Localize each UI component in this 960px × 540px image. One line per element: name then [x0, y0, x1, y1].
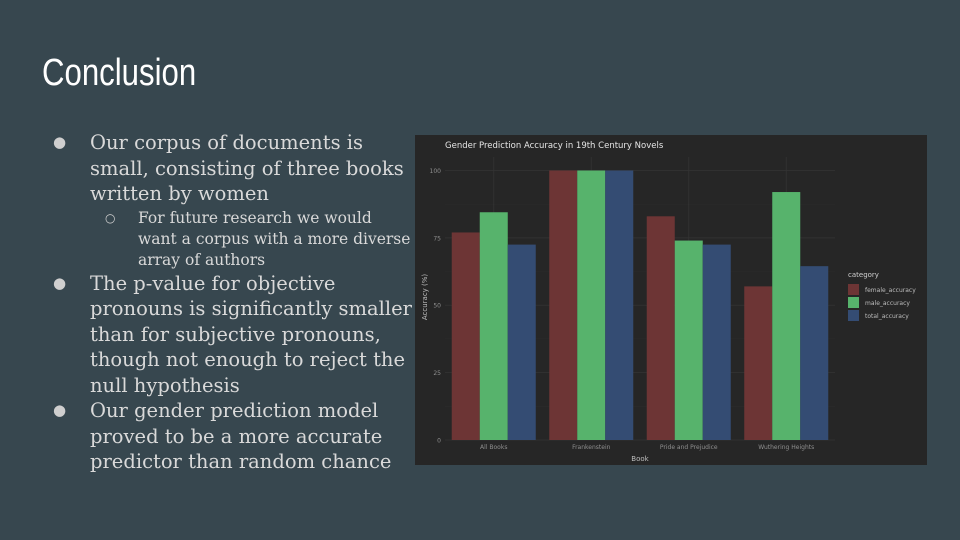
y-tick-label: 100 — [430, 168, 442, 175]
legend-label-total_accuracy: total_accuracy — [865, 313, 909, 320]
x-tick-label: All Books — [480, 444, 507, 451]
bullet-dot-icon: ● — [53, 273, 67, 292]
bullet-p-value: ● The p-value for objective pronouns is … — [50, 271, 415, 399]
sub-bullet-circle-icon: ○ — [105, 210, 116, 225]
legend-swatch-male_accuracy — [848, 297, 859, 308]
y-tick-label: 50 — [433, 303, 441, 310]
sub-bullet-text: For future research we would want a corp… — [138, 208, 411, 269]
legend-label-female_accuracy: female_accuracy — [865, 287, 916, 294]
bar-total_accuracy-2 — [702, 244, 731, 440]
x-tick-label: Wuthering Heights — [758, 444, 814, 451]
bullet-text: Our corpus of documents is small, consis… — [90, 131, 404, 205]
bar-total_accuracy-3 — [800, 266, 829, 440]
slide-title: Conclusion — [42, 52, 197, 94]
bar-female_accuracy-2 — [646, 216, 675, 440]
y-tick-label: 0 — [437, 438, 441, 445]
bar-female_accuracy-3 — [744, 286, 773, 440]
bar-male_accuracy-2 — [674, 240, 703, 440]
bar-total_accuracy-0 — [507, 244, 536, 440]
accuracy-bar-chart: Gender Prediction Accuracy in 19th Centu… — [421, 141, 916, 463]
legend-label-male_accuracy: male_accuracy — [865, 300, 910, 307]
bullet-corpus: ● Our corpus of documents is small, cons… — [50, 130, 415, 207]
bullet-model: ● Our gender prediction model proved to … — [50, 398, 415, 475]
bullet-list: ● Our corpus of documents is small, cons… — [50, 130, 415, 475]
chart-title: Gender Prediction Accuracy in 19th Centu… — [445, 141, 664, 151]
bullet-dot-icon: ● — [53, 133, 67, 151]
legend-swatch-female_accuracy — [848, 284, 859, 295]
bullet-dot-icon: ● — [53, 401, 67, 419]
y-tick-label: 75 — [433, 235, 441, 242]
bullet-text: Our gender prediction model proved to be… — [90, 399, 392, 473]
y-axis-label: Accuracy (%) — [421, 274, 429, 321]
bar-male_accuracy-0 — [479, 212, 508, 440]
sub-bullet-future-research: ○ For future research we would want a co… — [50, 208, 415, 271]
x-tick-label: Frankenstein — [572, 444, 611, 451]
bar-female_accuracy-0 — [451, 232, 480, 440]
y-tick-label: 25 — [433, 370, 441, 377]
chart-panel: Gender Prediction Accuracy in 19th Centu… — [415, 135, 927, 465]
x-tick-label: Pride and Prejudice — [660, 444, 718, 451]
bar-total_accuracy-1 — [605, 170, 634, 440]
x-axis-label: Book — [631, 455, 649, 463]
bar-male_accuracy-1 — [577, 170, 606, 440]
bullet-text: The p-value for objective pronouns is si… — [90, 271, 412, 397]
bar-male_accuracy-3 — [772, 192, 801, 440]
bar-female_accuracy-1 — [549, 170, 578, 440]
legend-swatch-total_accuracy — [848, 310, 859, 321]
legend-title: category — [848, 271, 879, 279]
